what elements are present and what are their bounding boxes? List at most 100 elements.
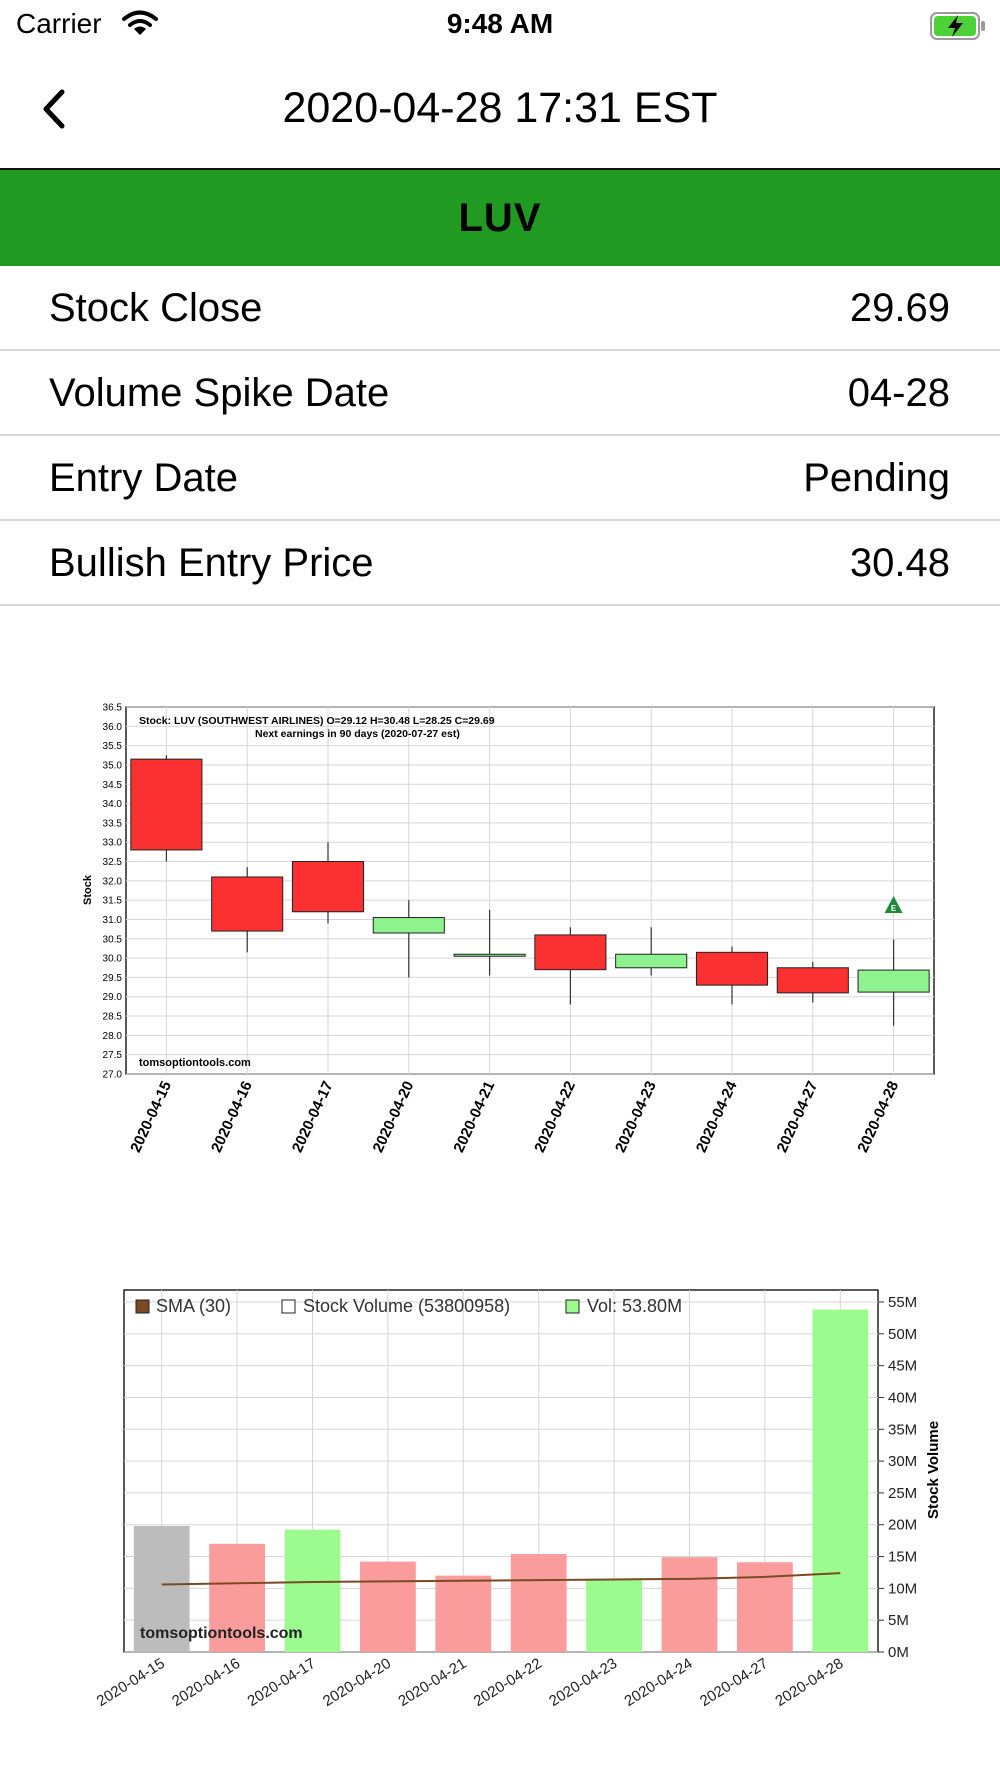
sma-line (161, 1572, 841, 1586)
y-tick-label: 31.5 (103, 896, 123, 907)
candle-body (453, 953, 526, 957)
y-tick-label: 33.5 (103, 818, 123, 829)
y-tick-label: 36.5 (103, 703, 123, 714)
y-tick-label: 40M (888, 1389, 917, 1406)
chart-legend: SMA (30) Stock Volume (53800958) Vol: 53… (135, 1296, 682, 1316)
page-title: 2020-04-28 17:31 EST (282, 84, 718, 132)
y-tick-label: 29.0 (103, 992, 123, 1003)
x-tick-label: 2020-04-23 (612, 1079, 660, 1156)
info-row-bullish-entry-price: Bullish Entry Price 30.48 (0, 521, 1000, 606)
candle-body (291, 861, 365, 913)
chart-header-line1: Stock: LUV (SOUTHWEST AIRLINES) O=29.12 … (139, 715, 495, 727)
info-label: Bullish Entry Price (49, 541, 374, 585)
chart-watermark: tomsoptiontools.com (139, 1057, 251, 1069)
y-tick-label: 55M (888, 1294, 917, 1311)
x-tick-label: 2020-04-20 (320, 1655, 394, 1710)
back-button[interactable] (34, 84, 74, 134)
y-tick-label: 27.5 (103, 1050, 123, 1061)
volume-bar (435, 1575, 492, 1652)
candle-body (857, 969, 930, 993)
x-tick-label: 2020-04-17 (289, 1079, 337, 1156)
y-tick-label: 15M (888, 1549, 917, 1566)
x-tick-label: 2020-04-16 (208, 1079, 256, 1156)
y-tick-label: 35M (888, 1421, 917, 1438)
y-tick-label: 34.0 (103, 799, 123, 810)
chart-watermark: tomsoptiontools.com (140, 1625, 303, 1642)
x-tick-label: 2020-04-22 (471, 1655, 545, 1710)
x-tick-label: 2020-04-24 (622, 1655, 696, 1710)
info-label: Entry Date (49, 456, 238, 500)
y-tick-label: 35.5 (103, 741, 123, 752)
x-tick-label: 2020-04-20 (370, 1079, 418, 1156)
x-tick-label: 2020-04-22 (531, 1079, 579, 1156)
y-tick-label: 32.5 (103, 857, 123, 868)
legend-swatch-vol (565, 1299, 580, 1314)
y-tick-label: 10M (888, 1580, 917, 1597)
battery-charging-icon (930, 12, 988, 45)
y-tick-label: 50M (888, 1326, 917, 1343)
x-tick-label: 2020-04-23 (546, 1655, 620, 1710)
x-tick-label: 2020-04-28 (772, 1655, 846, 1710)
x-tick-label: 2020-04-15 (127, 1079, 175, 1156)
volume-chart: 55M 50M 45M 40M 35M 30M 25M 20M 15M 10M 5M 0M 2020-… (60, 1270, 960, 1745)
volume-bar (510, 1554, 567, 1652)
legend-swatch-sma (135, 1299, 150, 1314)
info-label: Stock Close (49, 286, 263, 330)
y-tick-label: 35.0 (103, 760, 123, 771)
volume-bar (209, 1543, 265, 1652)
ticker-symbol: LUV (458, 195, 542, 240)
y-tick-label: 25M (888, 1485, 917, 1502)
y-tick-label: 34.5 (103, 780, 123, 791)
candle-body (534, 934, 607, 971)
info-label: Volume Spike Date (49, 371, 390, 415)
y-tick-label: 5M (888, 1612, 909, 1629)
chevron-left-icon (43, 89, 65, 129)
x-tick-label: 2020-04-15 (94, 1655, 168, 1710)
volume-chart-svg: 55M 50M 45M 40M 35M 30M 25M 20M 15M 10M 5M 0M 2020-… (94, 1289, 942, 1710)
info-row-stock-close: Stock Close 29.69 (0, 266, 1000, 351)
x-tick-label: 2020-04-21 (395, 1655, 469, 1710)
y-tick-label: 45M (888, 1358, 917, 1375)
y-axis-label: Stock (82, 874, 94, 905)
carrier-label: Carrier (16, 8, 102, 39)
x-tick-label: 2020-04-27 (774, 1079, 822, 1156)
volume-bar (133, 1526, 190, 1652)
candle-body (615, 953, 688, 969)
legend-item-sma: SMA (30) (156, 1296, 231, 1316)
volume-bar (812, 1309, 869, 1652)
volume-bar (360, 1561, 416, 1652)
info-value: 30.48 (849, 541, 950, 585)
y-tick-label: 33.0 (103, 838, 123, 849)
y-tick-label: 27.0 (103, 1070, 123, 1081)
y-tick-label: 29.5 (103, 973, 123, 984)
y-tick-label: 30M (888, 1453, 917, 1470)
candle-body (211, 876, 284, 932)
y-tick-label: 36.0 (103, 722, 123, 733)
y-tick-label: 30.0 (103, 954, 123, 965)
earnings-marker-icon (884, 895, 903, 913)
y-axis-label: Stock Volume (925, 1421, 942, 1519)
ticker-banner: LUV (0, 170, 1000, 266)
y-tick-label: 0M (888, 1644, 909, 1661)
x-tick-label: 2020-04-24 (693, 1078, 741, 1155)
earnings-marker-label: E (891, 904, 897, 913)
info-row-volume-spike-date: Volume Spike Date 04-28 (0, 351, 1000, 436)
x-tick-label: 2020-04-28 (854, 1079, 902, 1156)
candle-body (695, 951, 769, 986)
candlestick-chart: 36.5 36.0 35.5 35.0 34.5 34.0 33.5 33.0 32.5 32.0… (60, 690, 960, 1195)
x-tick-label: 2020-04-16 (169, 1655, 243, 1710)
volume-bar (284, 1529, 341, 1652)
info-value: Pending (803, 456, 950, 500)
volume-bar (586, 1578, 642, 1652)
status-time: 9:48 AM (446, 8, 554, 39)
x-tick-label: 2020-04-27 (697, 1655, 771, 1710)
candlestick-chart-svg: 36.5 36.0 35.5 35.0 34.5 34.0 33.5 33.0 32.5 32.0… (82, 703, 935, 1156)
candle-body (130, 758, 203, 851)
info-row-entry-date: Entry Date Pending (0, 436, 1000, 521)
info-value: 29.69 (849, 286, 950, 330)
y-tick-label: 31.0 (103, 915, 123, 926)
legend-swatch-volume (281, 1299, 296, 1314)
info-value: 04-28 (847, 371, 950, 415)
y-tick-label: 28.0 (103, 1031, 123, 1042)
y-tick-label: 28.5 (103, 1012, 123, 1023)
